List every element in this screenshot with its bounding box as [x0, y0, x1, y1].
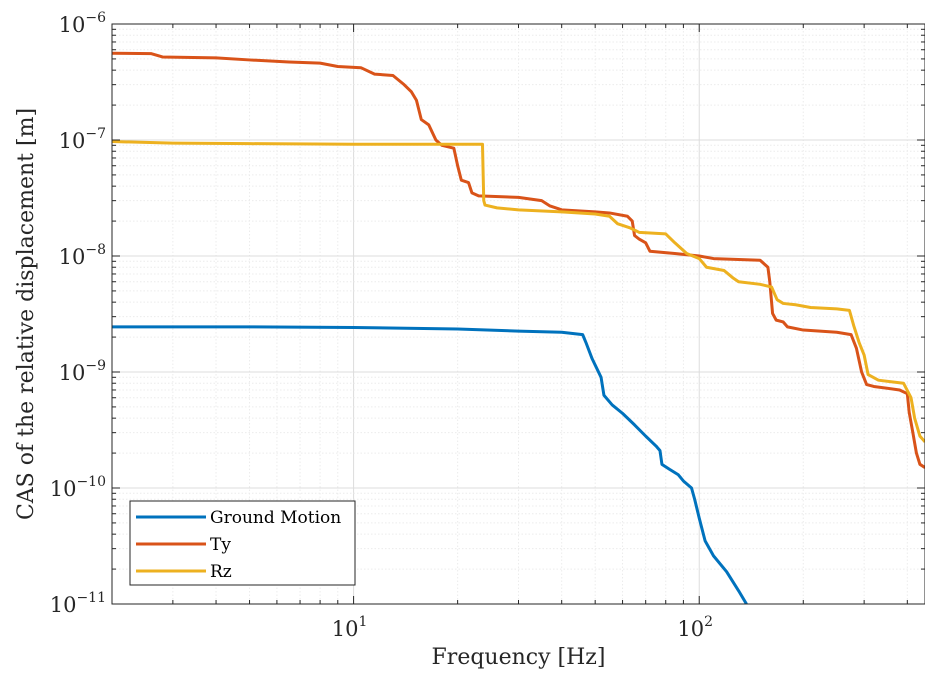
- y-tick-label: 10−11: [50, 590, 106, 617]
- x-tick-label: 102: [677, 614, 713, 641]
- tick-labels: 101 102 10−6 10−7 10−8 10−9 10−10 10−11: [50, 10, 713, 641]
- series-line-ty: [112, 51, 925, 469]
- tick-marks: [111, 23, 925, 605]
- y-tick-label: 10−7: [59, 126, 106, 153]
- y-tick-label: 10−8: [59, 242, 106, 269]
- legend: Ground Motion Ty Rz: [129, 500, 356, 586]
- y-tick-label: 10−9: [59, 358, 106, 385]
- grid: [111, 23, 925, 605]
- series-line-ground-motion: [112, 325, 748, 604]
- series-line-rz: [112, 140, 925, 443]
- plot-area: [112, 51, 925, 604]
- legend-label: Rz: [210, 562, 232, 582]
- legend-label: Ty: [210, 535, 231, 555]
- x-axis-label: Frequency [Hz]: [432, 645, 606, 670]
- y-axis-label: CAS of the relative displacement [m]: [14, 108, 39, 520]
- y-tick-label: 10−6: [59, 10, 106, 37]
- y-tick-label: 10−10: [50, 474, 106, 501]
- x-tick-label: 101: [332, 614, 368, 641]
- legend-label: Ground Motion: [210, 508, 341, 528]
